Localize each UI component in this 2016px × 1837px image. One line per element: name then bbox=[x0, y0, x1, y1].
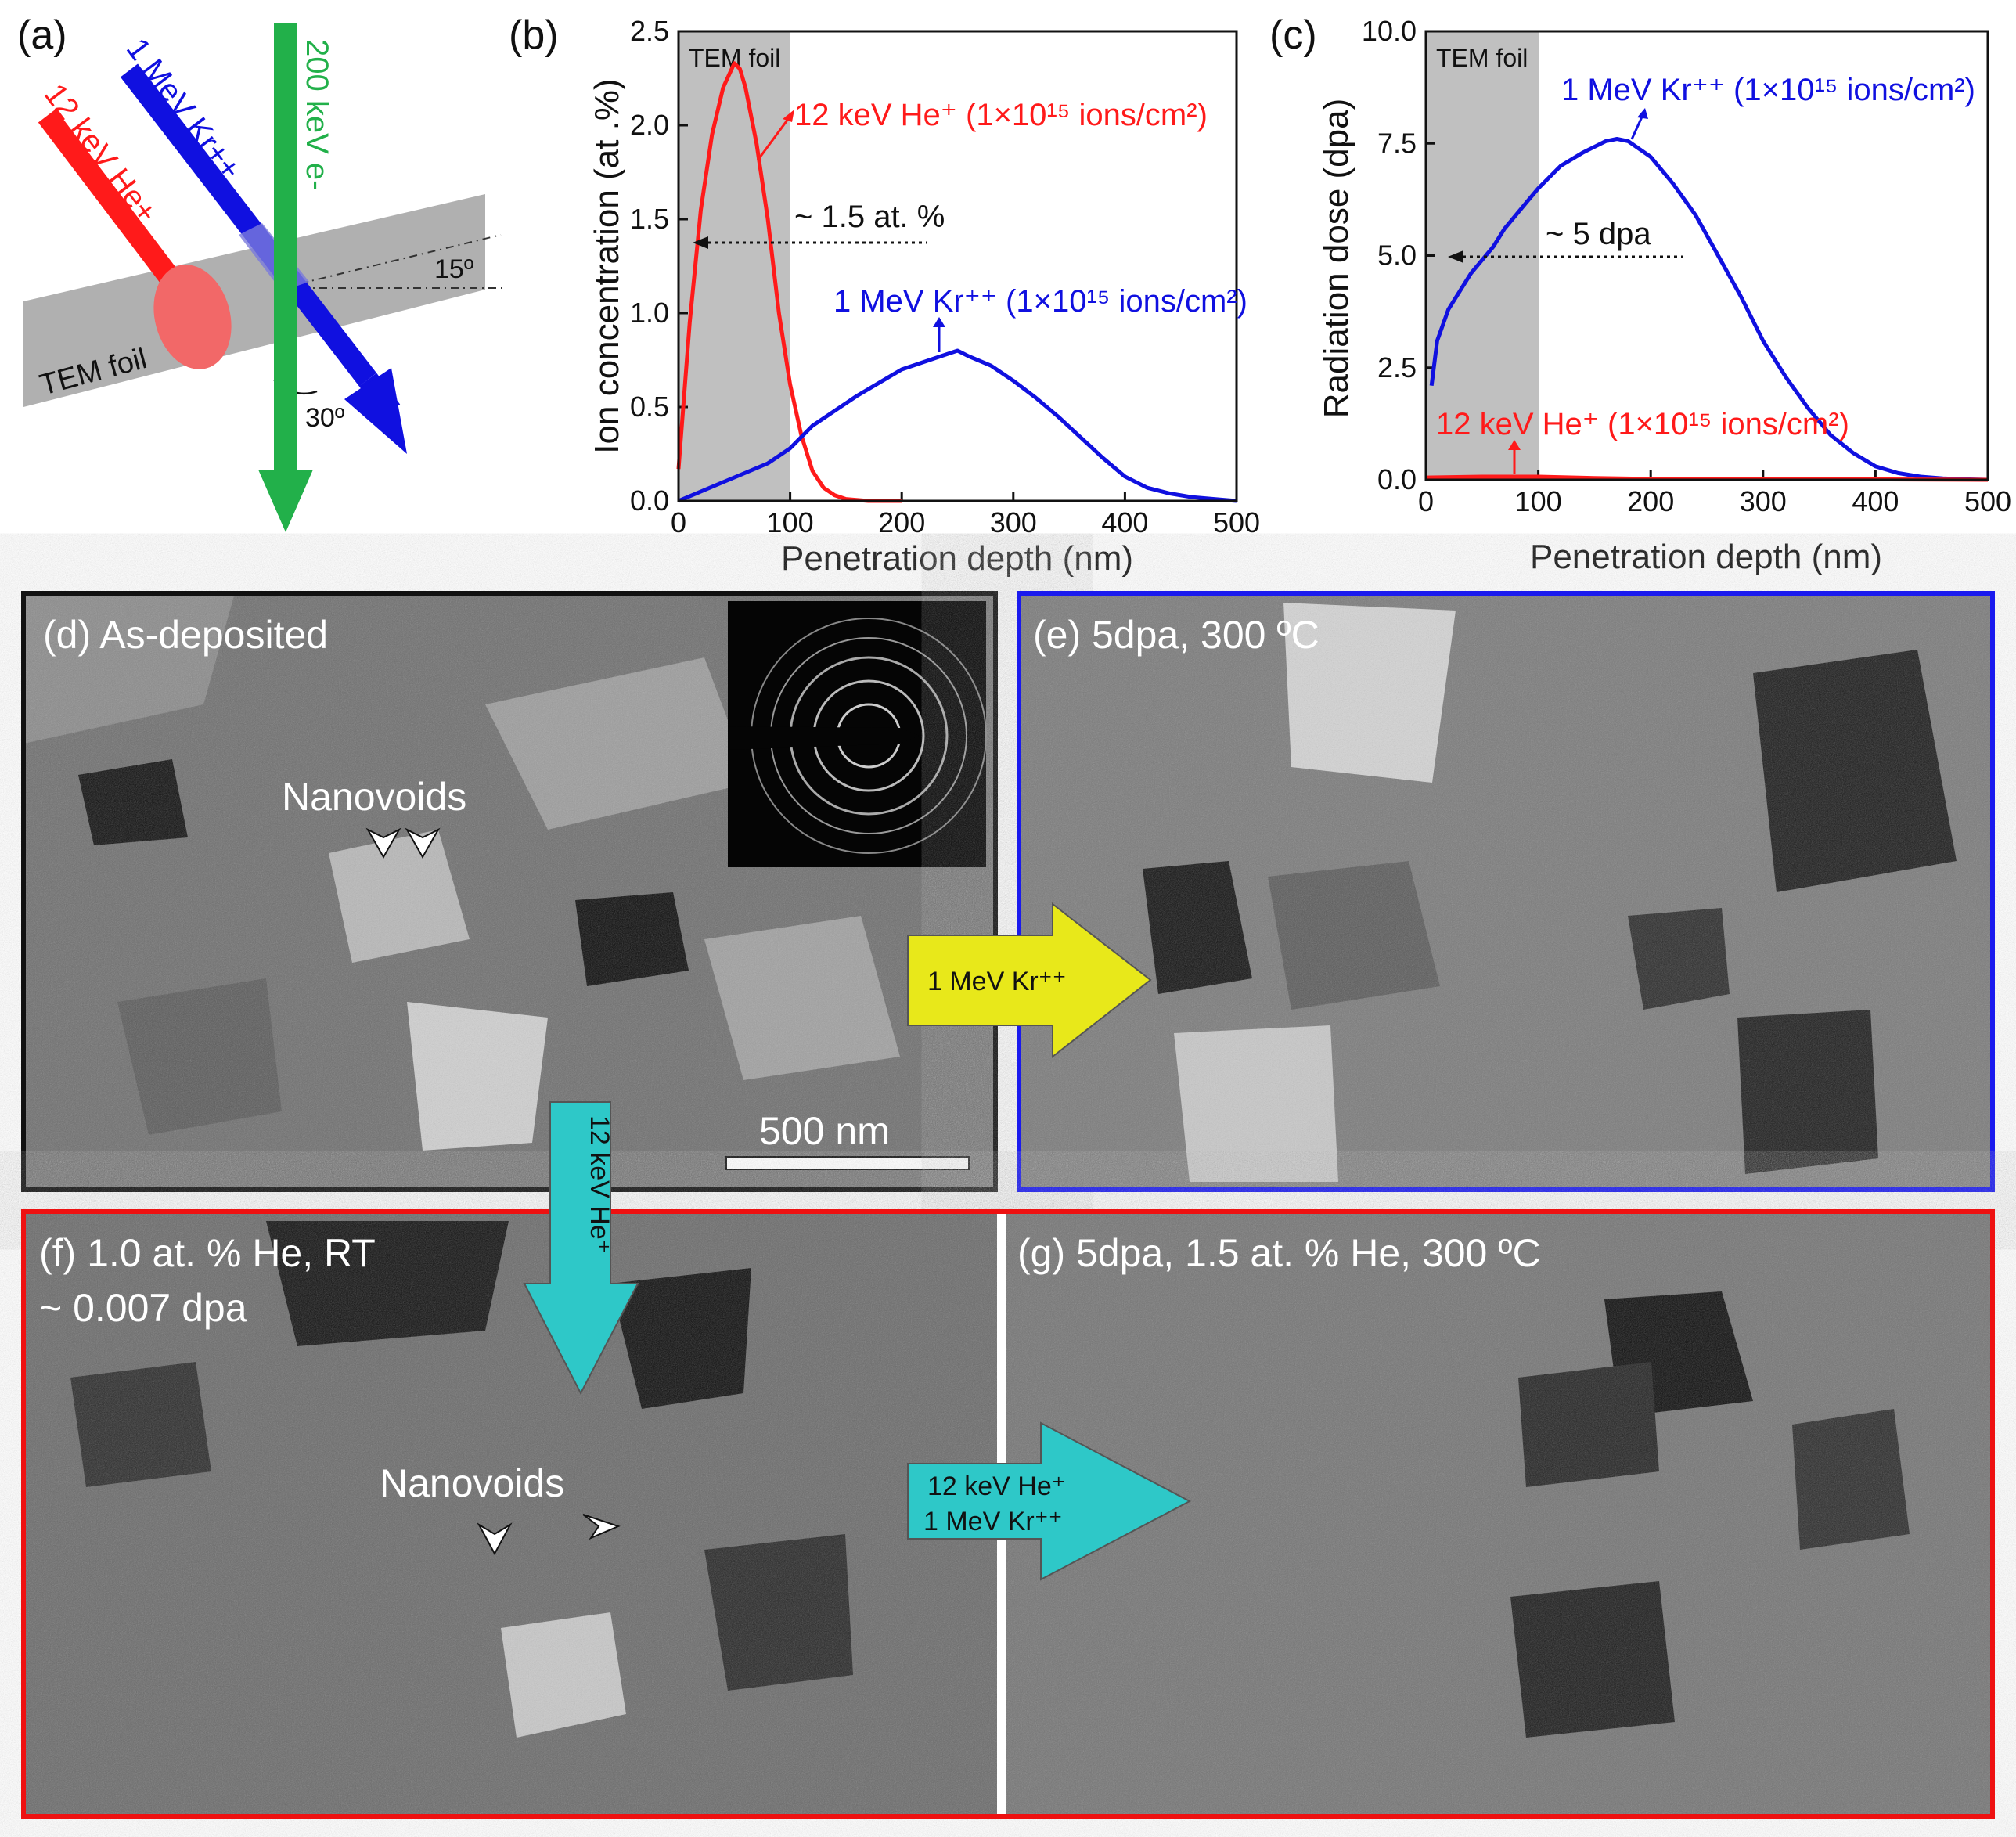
flow-arrow-kr-label: 1 MeV Kr⁺⁺ bbox=[927, 967, 1067, 996]
flow-arrow-combo-shape bbox=[907, 1421, 1192, 1581]
scale-bar-label: 500 nm bbox=[759, 1109, 890, 1153]
panel-b: (b) TEM foil 0 100 200 300 400 500 0.0 0.5 1.0 1.… bbox=[509, 13, 1260, 578]
nanovoid-marker-f-1 bbox=[477, 1522, 513, 1556]
panel-b-kr-label: 1 MeV Kr⁺⁺ (1×10¹⁵ ions/cm²) bbox=[833, 284, 1247, 319]
micrograph-g-label: (g) 5dpa, 1.5 at. % He, 300 ºC bbox=[1017, 1231, 1541, 1275]
panel-c-kr-label: 1 MeV Kr⁺⁺ (1×10¹⁵ ions/cm²) bbox=[1561, 73, 1975, 107]
panel-c-marker-label: ~ 5 dpa bbox=[1546, 217, 1651, 251]
flow-arrow-kr-shape bbox=[907, 902, 1152, 1059]
he-implant-zone bbox=[153, 265, 232, 369]
micrograph-f-label-2: ~ 0.007 dpa bbox=[39, 1286, 247, 1330]
micrograph-e-noise bbox=[1019, 593, 1993, 1190]
he-beam bbox=[38, 109, 197, 308]
micrograph-e: (e) 5dpa, 300 ºC bbox=[1017, 591, 1995, 1192]
angle-15-label: 15º bbox=[434, 254, 473, 284]
panel-b-ylabel: Ion concentration (at .%) bbox=[588, 78, 626, 453]
panel-c-xtick-label: 500 bbox=[1964, 485, 2011, 517]
kr-beam-label: 1 MeV Kr++ bbox=[120, 32, 248, 186]
panel-c-xtick-label: 400 bbox=[1852, 485, 1899, 517]
panel-c-ytick-label: 2.5 bbox=[1377, 351, 1417, 384]
flow-arrow-he: 12 keV He⁺ bbox=[523, 1101, 639, 1396]
nanovoid-marker-d-2 bbox=[405, 827, 441, 859]
micrograph-f-label-1: (f) 1.0 at. % He, RT bbox=[39, 1231, 376, 1275]
panel-c-axes-frame bbox=[1424, 30, 1989, 481]
panel-b-xtick-label: 400 bbox=[1101, 506, 1148, 538]
panel-c-ytick-label: 7.5 bbox=[1377, 127, 1417, 159]
panel-b-marker-label: ~ 1.5 at. % bbox=[794, 200, 945, 234]
reference-tilt-line bbox=[281, 234, 502, 289]
micrograph-e-label: (e) 5dpa, 300 ºC bbox=[1033, 613, 1319, 657]
panel-b-xlabel: Penetration depth (nm) bbox=[781, 539, 1133, 578]
panel-b-ytick-label: 1.5 bbox=[630, 203, 669, 235]
e-beam-arrowhead bbox=[258, 470, 313, 532]
panel-c-letter: (c) bbox=[1269, 13, 1317, 58]
panel-c-xtick-label: 200 bbox=[1627, 485, 1674, 517]
panel-b-series-1-line bbox=[678, 348, 1237, 503]
panel-c-kr-pointer-head bbox=[1637, 108, 1648, 119]
nanovoid-marker-d-1 bbox=[365, 827, 401, 859]
panel-b-xtick-label: 100 bbox=[767, 506, 814, 538]
panel-b-xtick-label: 300 bbox=[990, 506, 1037, 538]
panel-c-xtick-label: 0 bbox=[1418, 485, 1434, 517]
kr-beam-arrowhead bbox=[344, 368, 407, 454]
e-beam-label: 200 keV e- bbox=[300, 39, 334, 190]
panel-b-xtick-label: 0 bbox=[671, 506, 686, 538]
panel-a: (a) TEM foil 15º 30º 12 keV He+ 1 MeV Kr… bbox=[17, 13, 505, 532]
panel-b-ytick-label: 2.5 bbox=[630, 15, 669, 47]
tem-foil-slab bbox=[23, 194, 485, 407]
flow-arrow-he-shape bbox=[523, 1101, 639, 1396]
scale-bar bbox=[725, 1156, 970, 1170]
flow-arrow-combo: 12 keV He⁺ 1 MeV Kr⁺⁺ bbox=[907, 1421, 1192, 1581]
panel-b-marker-arrowhead bbox=[693, 236, 708, 249]
panel-b-tem-label: TEM foil bbox=[689, 44, 780, 72]
panel-c-xlabel: Penetration depth (nm) bbox=[1530, 538, 1882, 576]
panel-c-he-pointer-head bbox=[1508, 440, 1521, 450]
panel-c-ytick-label: 5.0 bbox=[1377, 240, 1417, 272]
panel-b-ytick-label: 0.5 bbox=[630, 391, 669, 423]
panel-b-series bbox=[676, 61, 1237, 503]
panel-c-ytick-label: 10.0 bbox=[1362, 15, 1417, 47]
panel-b-ticks: 0 100 200 300 400 500 0.0 0.5 1.0 1.5 2.0 2.5 bbox=[630, 15, 1260, 538]
panel-b-he-pointer-head bbox=[783, 110, 794, 122]
panel-c-ytick-label: 0.0 bbox=[1377, 463, 1417, 495]
e-beam bbox=[274, 23, 297, 477]
micrograph-e-frame bbox=[1017, 591, 1995, 1192]
panel-c-he-label: 12 keV He⁺ (1×10¹⁵ ions/cm²) bbox=[1436, 407, 1849, 441]
panel-c-xtick-label: 300 bbox=[1740, 485, 1787, 517]
nanovoid-marker-f-2 bbox=[582, 1514, 621, 1540]
angle-30-label: 30º bbox=[305, 403, 344, 433]
micrograph-d: (d) As-deposited Nanovoids 500 nm bbox=[21, 591, 998, 1192]
flow-arrow-kr: 1 MeV Kr⁺⁺ bbox=[907, 902, 1152, 1059]
flow-arrow-he-label: 12 keV He⁺ bbox=[585, 1115, 614, 1254]
panel-b-kr-pointer-head bbox=[933, 317, 945, 327]
micrograph-d-label: (d) As-deposited bbox=[43, 613, 328, 657]
micrograph-fg: (f) 1.0 at. % He, RT ~ 0.007 dpa Nanovoi… bbox=[21, 1209, 1995, 1819]
panel-a-letter: (a) bbox=[17, 13, 67, 58]
panel-c-xtick-label: 100 bbox=[1515, 485, 1562, 517]
micrograph-d-frame bbox=[21, 591, 998, 1192]
panel-b-ytick-label: 2.0 bbox=[630, 109, 669, 141]
panel-b-axes-frame bbox=[677, 30, 1238, 502]
panel-c-marker-arrowhead bbox=[1448, 250, 1463, 263]
panel-c-ylabel: Radiation dose (dpa) bbox=[1317, 99, 1355, 418]
panel-b-he-pointer bbox=[756, 115, 792, 161]
panel-c-ticks: 0 100 200 300 400 500 0.0 2.5 5.0 7.5 10.0 bbox=[1362, 15, 2011, 517]
micrograph-f-nanovoids-label: Nanovoids bbox=[380, 1461, 564, 1505]
beam-stop bbox=[728, 726, 920, 750]
flow-arrow-combo-label-2: 1 MeV Kr⁺⁺ bbox=[923, 1507, 1063, 1536]
panel-b-ytick-label: 0.0 bbox=[630, 484, 669, 517]
panel-b-he-label: 12 keV He⁺ (1×10¹⁵ ions/cm²) bbox=[794, 98, 1208, 132]
micrograph-d-nanovoids-label: Nanovoids bbox=[282, 775, 466, 819]
panel-b-letter: (b) bbox=[509, 13, 559, 58]
kr-beam bbox=[120, 63, 377, 387]
micrograph-fg-frame bbox=[21, 1209, 1995, 1819]
panel-b-xtick-label: 500 bbox=[1213, 506, 1260, 538]
panel-c: (c) TEM foil 0 100 200 300 400 500 0.0 2.5 5.0 7.… bbox=[1269, 13, 2011, 576]
panel-b-ytick-label: 1.0 bbox=[630, 297, 669, 329]
panel-c-tem-label: TEM foil bbox=[1436, 44, 1528, 72]
panel-b-xtick-label: 200 bbox=[878, 506, 925, 538]
panel-b-series-0-line bbox=[676, 61, 902, 503]
flow-arrow-combo-label-1: 12 keV He⁺ bbox=[927, 1471, 1066, 1501]
